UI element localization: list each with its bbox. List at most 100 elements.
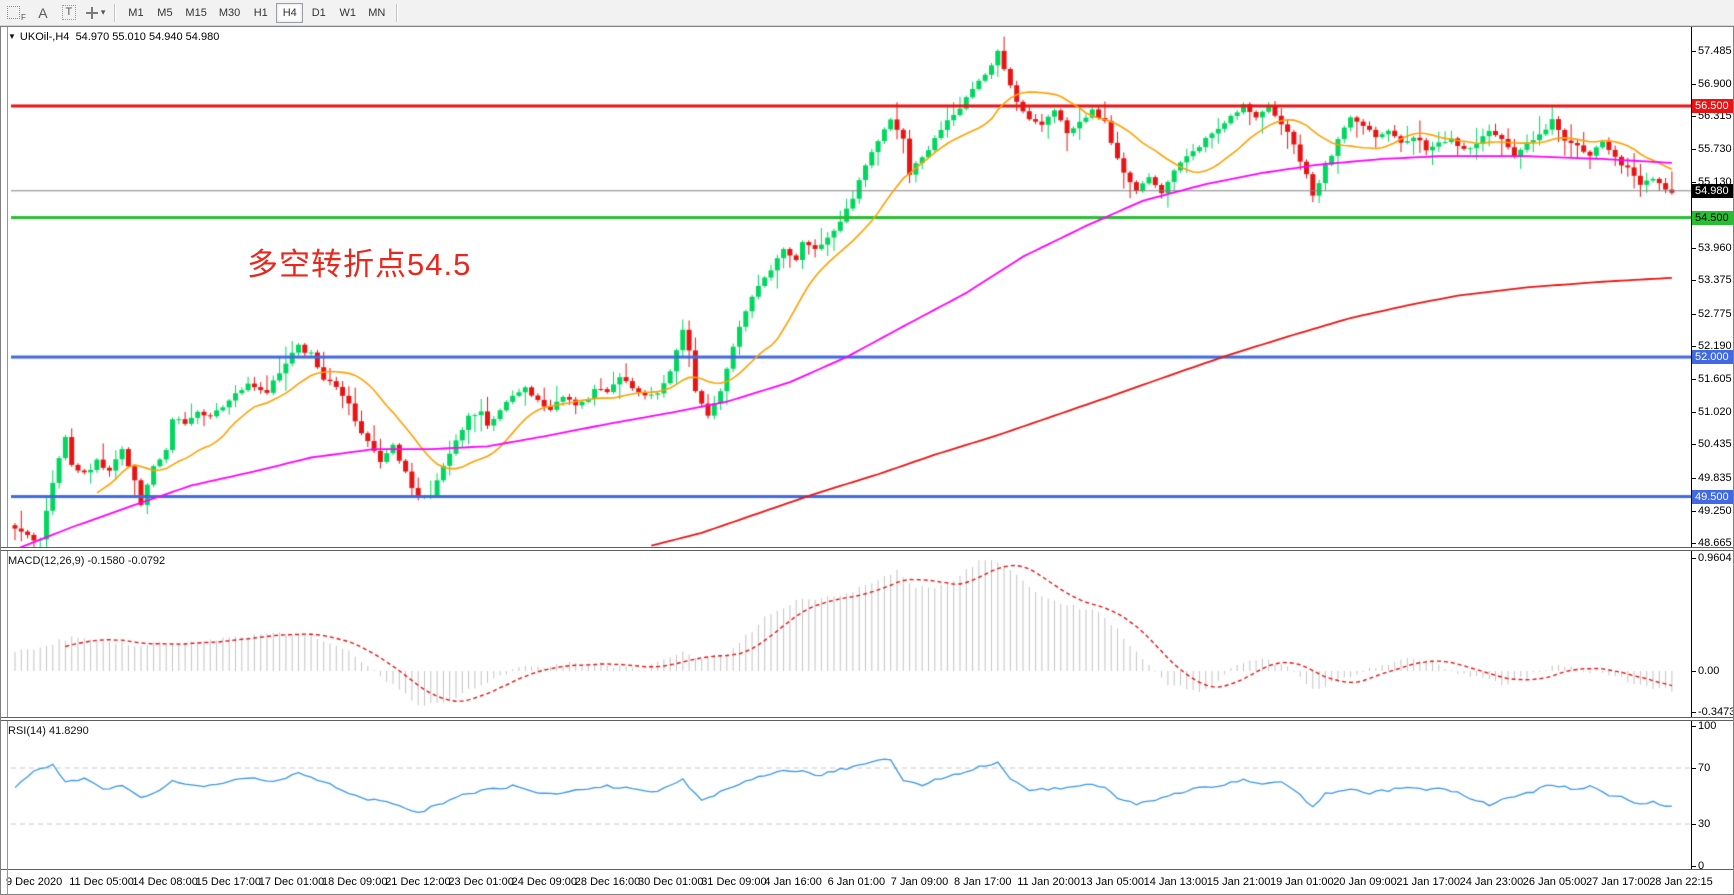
price-badge: 52.000 (1692, 350, 1733, 365)
grid-icon-label: F (21, 12, 26, 22)
axis-tick: 100 (1691, 721, 1717, 732)
symbol-period-label: UKOil-,H4 (19, 31, 70, 43)
chart-annotation-text[interactable]: 多空转折点54.5 (247, 247, 472, 282)
time-label: 20 Jan 09:00 (1333, 876, 1397, 888)
time-label: 8 Jan 17:00 (954, 876, 1012, 888)
chart-title: ▼ UKOil-,H4 54.970 55.010 54.940 54.980 (8, 31, 219, 43)
macd-label: MACD(12,26,9) -0.1580 -0.0792 (8, 555, 166, 567)
timeframe-m30-button[interactable]: M30 (214, 3, 245, 23)
timeframe-mn-button[interactable]: MN (363, 3, 390, 23)
time-label: 11 Jan 20:00 (1017, 876, 1080, 888)
timeframe-d1-button[interactable]: D1 (305, 3, 332, 23)
time-label: 28 Dec 16:00 (574, 876, 641, 888)
axis-tick: 56.315 (1692, 110, 1732, 123)
axis-tick: 70 (1691, 762, 1711, 774)
letter-a-icon: A (38, 4, 48, 21)
chart-window: ▼ UKOil-,H4 54.970 55.010 54.940 54.980 多… (0, 26, 1734, 895)
axis-tick: 51.020 (1692, 405, 1732, 418)
time-label: 15 Dec 17:00 (195, 876, 262, 888)
time-label: 6 Jan 01:00 (827, 876, 886, 888)
timeframe-m5-button[interactable]: M5 (151, 3, 178, 23)
text-label-tool-button[interactable]: A (31, 3, 55, 23)
time-label: 14 Dec 08:00 (132, 876, 198, 888)
macd-canvas[interactable] (1, 551, 1691, 717)
axis-tick: 53.375 (1692, 274, 1732, 287)
time-label: 9 Dec 2020 (6, 876, 63, 888)
axis-tick: 49.835 (1692, 471, 1732, 484)
price-axis[interactable]: 57.485 56.900 56.315 55.730 55.130 53.960 53.3… (1691, 27, 1733, 547)
time-label: 4 Jan 16:00 (764, 876, 822, 888)
price-chart-canvas[interactable] (1, 27, 1691, 547)
rsi-canvas[interactable] (1, 721, 1691, 869)
macd-panel[interactable]: MACD(12,26,9) -0.1580 -0.0792 0.9604 0.00… (1, 551, 1733, 717)
axis-tick: 0.00 (1691, 665, 1720, 677)
macd-axis[interactable]: 0.9604 0.00 -0.3473 (1691, 551, 1733, 717)
price-badge: 49.500 (1692, 489, 1733, 504)
axis-tick: 53.960 (1692, 241, 1732, 254)
ohlc-values: 54.970 55.010 54.940 54.980 (75, 31, 220, 43)
panel-separator[interactable] (1, 547, 1733, 551)
toolbar-separator (114, 3, 117, 22)
axis-tick: -0.3473 (1691, 706, 1733, 717)
time-label: 24 Dec 09:00 (511, 876, 578, 888)
rsi-axis[interactable]: 100 70 30 0 (1691, 721, 1733, 869)
grid-icon (7, 6, 20, 19)
macd-main-value: -0.1580 (87, 555, 125, 567)
text-box-tool-button[interactable]: T (57, 3, 81, 23)
time-label: 19 Jan 01:00 (1270, 876, 1334, 888)
timeframe-w1-button[interactable]: W1 (334, 3, 361, 23)
axis-tick: 52.775 (1692, 307, 1732, 320)
time-label: 27 Jan 17:00 (1586, 876, 1650, 888)
axis-tick: 30 (1691, 818, 1711, 830)
time-label: 13 Jan 05:00 (1080, 876, 1145, 888)
time-label: 17 Dec 01:00 (258, 876, 325, 888)
time-axis[interactable]: 9 Dec 2020 11 Dec 05:00 14 Dec 08:00 15 Dec… (1, 869, 1733, 894)
axis-tick: 48.665 (1692, 537, 1732, 547)
timeframe-h1-button[interactable]: H1 (247, 3, 274, 23)
axis-tick: 56.900 (1692, 77, 1732, 90)
axis-tick: 55.730 (1692, 142, 1732, 155)
rsi-label: RSI(14) 41.8290 (8, 725, 89, 737)
time-label: 18 Dec 09:00 (322, 876, 388, 888)
dropdown-caret-icon: ▾ (100, 7, 106, 17)
time-label: 30 Dec 01:00 (638, 876, 704, 888)
main-chart-panel[interactable]: ▼ UKOil-,H4 54.970 55.010 54.940 54.980 多… (1, 27, 1733, 547)
crosshair-icon (85, 6, 98, 19)
axis-tick: 57.485 (1692, 45, 1732, 57)
axis-tick: 52.190 (1692, 340, 1732, 353)
rsi-panel[interactable]: RSI(14) 41.8290 100 70 30 0 (1, 721, 1733, 869)
price-badge: 54.980 (1692, 183, 1733, 198)
axis-tick: 51.605 (1692, 373, 1732, 386)
cursor-tool-button[interactable]: ▾ (83, 3, 109, 23)
time-label: 21 Dec 12:00 (385, 876, 451, 888)
time-label: 11 Dec 05:00 (69, 876, 134, 888)
timeframe-button-group: M1 M5 M15 M30 H1 H4 D1 W1 MN (121, 2, 391, 23)
toolbar: F A T ▾ M1 M5 M15 M30 H1 H4 D1 W1 MN (0, 0, 1734, 26)
time-label: 23 Dec 01:00 (448, 876, 514, 888)
timeframe-m1-button[interactable]: M1 (122, 3, 149, 23)
price-badge: 54.500 (1692, 210, 1733, 225)
time-label: 31 Dec 09:00 (701, 876, 767, 888)
price-badge: 56.500 (1692, 98, 1733, 113)
dock-handle-button[interactable]: F (4, 3, 29, 23)
time-label: 14 Jan 13:00 (1143, 876, 1208, 888)
time-label: 24 Jan 23:00 (1459, 876, 1524, 888)
axis-tick: 0 (1691, 860, 1704, 869)
timeframe-m15-button[interactable]: M15 (180, 3, 211, 23)
toolbar-separator (396, 3, 399, 22)
axis-tick: 50.435 (1692, 438, 1732, 451)
symbol-dropdown-icon[interactable]: ▼ (8, 32, 16, 41)
time-label: 28 Jan 22:15 (1649, 876, 1713, 888)
letter-t-icon: T (61, 5, 77, 20)
timeframe-h4-button[interactable]: H4 (276, 2, 304, 23)
time-label: 15 Jan 21:00 (1206, 876, 1271, 888)
time-label: 26 Jan 05:00 (1522, 876, 1587, 888)
panel-separator[interactable] (1, 717, 1733, 721)
macd-signal-value: -0.0792 (127, 555, 166, 567)
axis-tick: 49.250 (1692, 504, 1732, 517)
rsi-value: 41.8290 (48, 725, 89, 737)
axis-tick: 0.9604 (1692, 552, 1732, 565)
window-left-divider (7, 27, 8, 894)
time-label: 7 Jan 09:00 (890, 876, 949, 888)
time-label: 21 Jan 17:00 (1396, 876, 1461, 888)
